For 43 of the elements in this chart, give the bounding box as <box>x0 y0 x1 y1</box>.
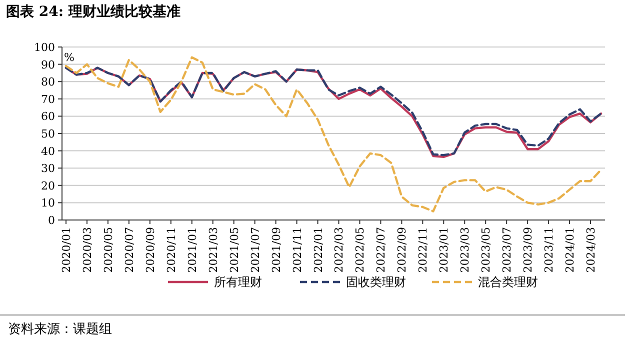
x-tick-label: 2022/03 <box>332 227 346 273</box>
y-tick-label: 0 <box>48 214 55 227</box>
y-tick-label: 80 <box>41 76 55 89</box>
x-tick-label: 2022/05 <box>354 227 367 273</box>
x-tick-label: 2021/05 <box>228 227 241 273</box>
x-tick-label: 2023/09 <box>522 227 535 273</box>
x-tick-label: 2022/01 <box>312 227 325 273</box>
x-tick-label: 2021/11 <box>290 227 304 273</box>
x-tick-label: 2020/07 <box>122 227 136 273</box>
x-tick-label: 2023/01 <box>438 227 451 273</box>
x-tick-label: 2024/01 <box>564 227 577 273</box>
x-tick-label: 2022/09 <box>396 227 409 273</box>
x-tick-label: 2023/05 <box>480 227 493 273</box>
x-tick-label: 2023/07 <box>500 227 514 273</box>
y-axis-title: % <box>64 51 74 64</box>
y-tick-label: 60 <box>41 110 55 124</box>
x-tick-label: 2024/03 <box>584 227 598 273</box>
x-tick-label: 2021/03 <box>206 227 220 273</box>
y-tick-label: 50 <box>41 128 55 140</box>
x-tick-label: 2020/11 <box>164 227 178 273</box>
x-tick-label: 2021/09 <box>270 227 283 273</box>
x-tick-label: 2022/11 <box>416 227 430 273</box>
y-tick-label: 10 <box>41 196 55 210</box>
x-tick-label: 2020/09 <box>144 227 157 273</box>
y-tick-label: 70 <box>41 92 55 106</box>
y-tick-label: 90 <box>41 58 55 72</box>
y-tick-label: 30 <box>41 162 55 176</box>
chart-title: 图表 24: 理财业绩比较基准 <box>6 4 180 20</box>
y-tick-label: 40 <box>41 144 55 158</box>
y-tick-label: 20 <box>41 179 55 192</box>
text: 资料来源：课题组 <box>8 322 112 337</box>
y-tick-label: 100 <box>34 41 55 54</box>
x-tick-label: 2020/05 <box>102 227 115 273</box>
x-tick-label: 2022/07 <box>374 227 388 273</box>
x-tick-label: 2020/03 <box>80 227 94 273</box>
x-tick-label: 2021/07 <box>248 227 262 273</box>
x-tick-label: 2020/01 <box>60 227 73 273</box>
x-tick-label: 2023/03 <box>458 227 472 273</box>
legend-label: 所有理财 <box>214 275 262 289</box>
legend-label: 固收类理财 <box>346 275 406 289</box>
x-tick-label: 2021/01 <box>186 227 199 273</box>
x-tick-label: 2023/11 <box>542 227 556 273</box>
legend-label: 混合类理财 <box>478 275 538 289</box>
